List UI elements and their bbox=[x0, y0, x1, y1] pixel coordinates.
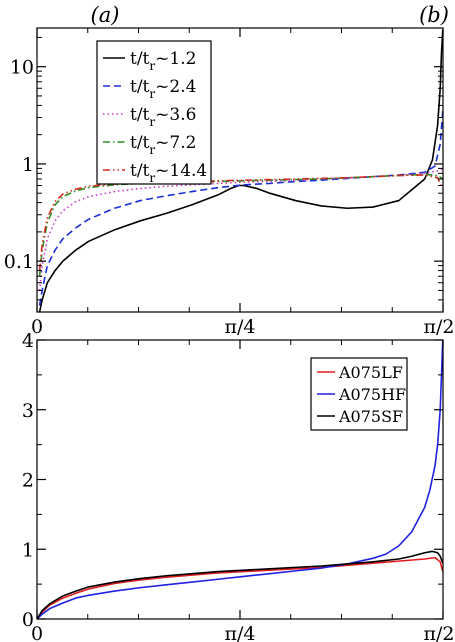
series-line-1-1 bbox=[37, 340, 443, 619]
series-line-0-4 bbox=[38, 174, 443, 271]
series-line-0-2 bbox=[38, 167, 443, 291]
series-line-0-1 bbox=[38, 110, 443, 306]
y-tick-label-0-1: 1 bbox=[22, 154, 34, 176]
legend-box-top bbox=[96, 40, 212, 185]
legend-label-b-0: A075LF bbox=[338, 363, 403, 382]
y-tick-label-1-4: 4 bbox=[22, 330, 34, 352]
legend-label-3: t/tr~7.2 bbox=[130, 133, 196, 157]
x-tick-label-1-2: π/2 bbox=[424, 623, 455, 642]
legend-label-1: t/tr~2.4 bbox=[130, 77, 196, 101]
series-line-1-2 bbox=[37, 550, 443, 619]
panel-label-b: (b) bbox=[419, 3, 449, 27]
y-tick-label-1-1: 1 bbox=[22, 539, 34, 561]
series-line-0-0 bbox=[38, 29, 443, 312]
legend-label-0: t/tr~1.2 bbox=[130, 49, 196, 73]
top-chart: 0 π/4 π/2 0.1 1 10 t/tr~1.2 t/tr~2.4 t/tr~3.6 t/t… bbox=[4, 27, 455, 338]
bottom-chart: 0 π/4 π/2 0 1 2 3 4 A075LF A075HF A075SF bbox=[22, 330, 455, 642]
y-tick-label-1-0: 0 bbox=[22, 609, 34, 631]
y-tick-label-0-0: 0.1 bbox=[4, 251, 34, 273]
x-tick-label-1-0: 0 bbox=[31, 623, 43, 642]
series-line-0-3 bbox=[38, 173, 443, 277]
x-tick-label-0-0: 0 bbox=[31, 316, 43, 338]
y-tick-label-0-2: 10 bbox=[10, 57, 34, 79]
series-line-1-0 bbox=[37, 556, 443, 619]
x-tick-label-0-2: π/2 bbox=[424, 316, 455, 338]
x-tick-label-1-1: π/4 bbox=[225, 623, 256, 642]
x-tick-label-0-1: π/4 bbox=[225, 316, 256, 338]
legend-label-b-2: A075SF bbox=[338, 407, 403, 426]
legend-label-2: t/tr~3.6 bbox=[130, 105, 196, 129]
y-tick-label-1-2: 2 bbox=[22, 470, 34, 492]
legend-label-4: t/tr~14.4 bbox=[130, 161, 207, 185]
panel-label-a: (a) bbox=[91, 3, 120, 27]
y-tick-label-1-3: 3 bbox=[22, 400, 34, 422]
legend-label-b-1: A075HF bbox=[338, 385, 406, 404]
legend-box-bottom bbox=[310, 357, 408, 431]
